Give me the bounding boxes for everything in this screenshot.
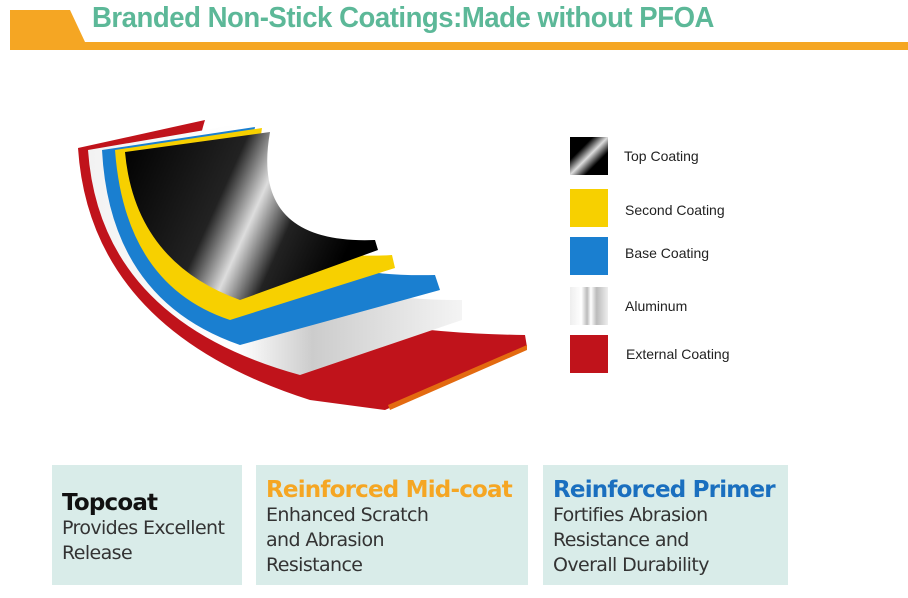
legend-swatch-base-coating xyxy=(570,237,608,275)
legend-swatch-aluminum xyxy=(570,287,608,325)
header-banner xyxy=(10,10,908,50)
card-text: Fortifies Abrasion Resistance and Overal… xyxy=(553,504,709,576)
card-title: Reinforced Mid-coat xyxy=(266,477,513,503)
card-title: Topcoat xyxy=(62,490,158,516)
card-mid-coat: Reinforced Mid-coat Enhanced Scratch and… xyxy=(256,465,528,585)
card-text: Enhanced Scratch and Abrasion Resistance xyxy=(266,504,429,576)
card-primer: Reinforced Primer Fortifies Abrasion Res… xyxy=(543,465,788,585)
coating-layers-illustration xyxy=(78,120,527,410)
legend-swatch-external-coating xyxy=(570,335,608,373)
legend-label: Second Coating xyxy=(625,202,725,218)
page-title: Branded Non-Stick Coatings:Made without … xyxy=(92,2,714,34)
legend-swatch-second-coating xyxy=(570,189,608,227)
legend-label: Top Coating xyxy=(624,148,699,164)
legend-label: Aluminum xyxy=(625,298,688,314)
legend-swatch-top-coating xyxy=(570,137,608,175)
card-text: Provides Excellent Release xyxy=(62,517,225,564)
legend-label: External Coating xyxy=(626,346,730,362)
legend-label: Base Coating xyxy=(625,245,710,261)
card-topcoat: Topcoat Provides Excellent Release xyxy=(52,465,242,585)
card-title: Reinforced Primer xyxy=(553,477,776,503)
